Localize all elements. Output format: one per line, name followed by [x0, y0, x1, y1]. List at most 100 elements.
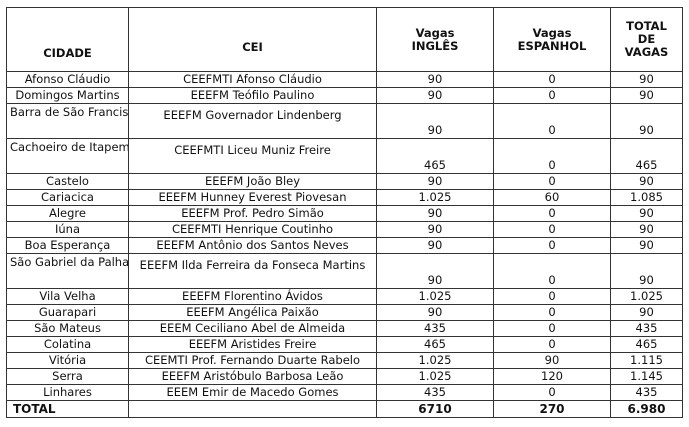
cell-cei: CEEFMTI Afonso Cláudio: [128, 71, 377, 88]
cell-ingles: 435: [376, 384, 494, 401]
header-total-line2: DE: [637, 32, 656, 46]
cell-cidade: Afonso Cláudio: [6, 71, 129, 88]
cell-cidade: Linhares: [6, 384, 129, 401]
cell-ingles: 90: [376, 221, 494, 238]
totals-row: TOTAL 6710 270 6.980: [6, 400, 683, 418]
cell-ingles: 1.025: [376, 288, 494, 305]
cell-ingles: 1.025: [376, 368, 494, 385]
cell-cidade: Domingos Martins: [6, 87, 129, 104]
totals-ingles: 6710: [376, 400, 494, 418]
header-espanhol-line2: ESPANHOL: [517, 38, 587, 53]
cell-total: 90: [610, 304, 683, 321]
header-cidade-label: CIDADE: [43, 45, 92, 60]
cell-cidade: Cachoeiro de Itapemirim: [6, 138, 129, 174]
cell-total: 1.145: [610, 368, 683, 385]
cell-ingles: 90: [376, 253, 494, 289]
cell-cei: CEEFMTI Liceu Muniz Freire: [128, 138, 377, 174]
table-row: São Mateus EEEM Ceciliano Abel de Almeid…: [6, 320, 683, 337]
header-vagas-ingles: Vagas INGLÊS: [376, 7, 494, 72]
cell-total: 465: [610, 336, 683, 353]
table-row: Cariacica EEEFM Hunney Everest Piovesan …: [6, 189, 683, 206]
cell-cei: EEEFM Antônio dos Santos Neves: [128, 237, 377, 254]
cell-total: 90: [610, 103, 683, 139]
cell-cidade: Vila Velha: [6, 288, 129, 305]
cell-espanhol: 0: [493, 205, 611, 222]
header-total-line1: TOTAL: [626, 19, 667, 33]
cell-ingles: 90: [376, 304, 494, 321]
cell-cidade: Alegre: [6, 205, 129, 222]
cell-ingles: 90: [376, 173, 494, 190]
cell-ingles: 1.025: [376, 352, 494, 369]
cell-ingles: 90: [376, 237, 494, 254]
cell-total: 465: [610, 138, 683, 174]
cell-cei: EEEFM Hunney Everest Piovesan: [128, 189, 377, 206]
table-row: Vitória CEEMTI Prof. Fernando Duarte Rab…: [6, 352, 683, 369]
cell-cidade: Castelo: [6, 173, 129, 190]
table-row: Afonso Cláudio CEEFMTI Afonso Cláudio 90…: [6, 71, 683, 88]
table-row: Boa Esperança EEEFM Antônio dos Santos N…: [6, 237, 683, 254]
table-row: Cachoeiro de Itapemirim CEEFMTI Liceu Mu…: [6, 138, 683, 174]
cell-cidade: Cariacica: [6, 189, 129, 206]
cell-cidade: São Gabriel da Palha: [6, 253, 129, 289]
header-total-line3: VAGAS: [624, 45, 669, 59]
totals-total: 6.980: [610, 400, 683, 418]
cell-espanhol: 0: [493, 320, 611, 337]
cell-cei: EEEFM Ilda Ferreira da Fonseca Martins: [128, 253, 377, 289]
header-espanhol-line1: Vagas: [532, 25, 572, 40]
cell-ingles: 90: [376, 71, 494, 88]
cell-total: 435: [610, 384, 683, 401]
cell-total: 1.115: [610, 352, 683, 369]
table-row: Castelo EEEFM João Bley 90 0 90: [6, 173, 683, 190]
table-row: Vila Velha EEEFM Florentino Ávidos 1.025…: [6, 288, 683, 305]
cell-espanhol: 0: [493, 138, 611, 174]
cell-cei: CEEMTI Prof. Fernando Duarte Rabelo: [128, 352, 377, 369]
cell-total: 90: [610, 205, 683, 222]
cell-cidade: Boa Esperança: [6, 237, 129, 254]
cell-espanhol: 0: [493, 221, 611, 238]
cell-cei: EEEM Emir de Macedo Gomes: [128, 384, 377, 401]
cell-ingles: 1.025: [376, 189, 494, 206]
cell-espanhol: 0: [493, 384, 611, 401]
table-row: Linhares EEEM Emir de Macedo Gomes 435 0…: [6, 384, 683, 401]
vagas-table-container: CIDADE CEI Vagas INGLÊS Vagas ESPANHOL T…: [6, 7, 683, 418]
cell-total: 90: [610, 221, 683, 238]
cell-cidade: Serra: [6, 368, 129, 385]
cell-espanhol: 0: [493, 71, 611, 88]
cell-ingles: 435: [376, 320, 494, 337]
cell-total: 435: [610, 320, 683, 337]
cell-espanhol: 0: [493, 336, 611, 353]
cell-total: 90: [610, 237, 683, 254]
header-cidade: CIDADE: [6, 7, 129, 72]
table-row: Barra de São Francisco EEEFM Governador …: [6, 103, 683, 139]
cell-espanhol: 90: [493, 352, 611, 369]
table-row: Colatina EEEFM Aristides Freire 465 0 46…: [6, 336, 683, 353]
cell-cei: CEEFMTI Henrique Coutinho: [128, 221, 377, 238]
cell-cidade: Vitória: [6, 352, 129, 369]
cell-espanhol: 60: [493, 189, 611, 206]
cell-cei: EEEFM João Bley: [128, 173, 377, 190]
cell-cidade: Barra de São Francisco: [6, 103, 129, 139]
cell-cei: EEEFM Teófilo Paulino: [128, 87, 377, 104]
cell-espanhol: 120: [493, 368, 611, 385]
header-ingles-line1: Vagas: [415, 25, 455, 40]
cell-ingles: 90: [376, 87, 494, 104]
cell-ingles: 90: [376, 103, 494, 139]
cell-cidade: São Mateus: [6, 320, 129, 337]
cell-total: 90: [610, 87, 683, 104]
cell-ingles: 465: [376, 138, 494, 174]
cell-espanhol: 0: [493, 253, 611, 289]
cell-cidade: Iúna: [6, 221, 129, 238]
vagas-table: CIDADE CEI Vagas INGLÊS Vagas ESPANHOL T…: [6, 7, 683, 418]
cell-cei: EEEFM Governador Lindenberg: [128, 103, 377, 139]
cell-cidade: Guarapari: [6, 304, 129, 321]
cell-cidade: Colatina: [6, 336, 129, 353]
cell-total: 1.025: [610, 288, 683, 305]
cell-cei: EEEFM Florentino Ávidos: [128, 288, 377, 305]
cell-cei: EEEFM Angélica Paixão: [128, 304, 377, 321]
header-cei-label: CEI: [242, 39, 263, 54]
header-vagas-espanhol: Vagas ESPANHOL: [493, 7, 611, 72]
header-row: CIDADE CEI Vagas INGLÊS Vagas ESPANHOL T…: [6, 7, 683, 72]
cell-total: 1.085: [610, 189, 683, 206]
totals-label: TOTAL: [6, 400, 129, 418]
cell-total: 90: [610, 253, 683, 289]
